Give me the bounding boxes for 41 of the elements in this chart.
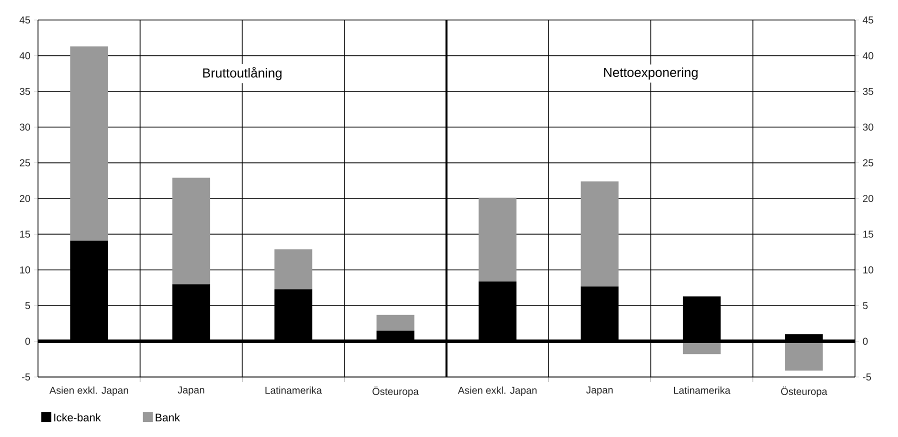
annotation: Nettoexponering [604, 67, 698, 80]
y-tick-label: 20 [20, 194, 30, 202]
y-tick-label: 35 [862, 88, 874, 95]
y-tick-label: 10 [863, 266, 874, 274]
y-tick-label: 40 [862, 52, 874, 60]
x-tick-label: Östeuropa [781, 386, 828, 397]
x-tick-label: Japan [178, 386, 204, 396]
y-tick-label: 25 [20, 159, 30, 166]
x-tick-label: Japan [586, 386, 613, 396]
legend-label: Icke-bank [54, 413, 101, 422]
y-tick-label: 0 [862, 338, 868, 345]
x-tick-label: Asien exkl. Japan [458, 386, 537, 396]
y-tick-label: -5 [862, 374, 872, 380]
y-tick-label: 30 [862, 124, 874, 131]
y-tick-label: 10 [20, 266, 30, 274]
bar [785, 341, 823, 371]
bar [274, 249, 312, 290]
x-tick-label: Östeuropa [372, 386, 419, 397]
y-tick-label: 5 [25, 302, 30, 310]
y-tick-label: -5 [22, 374, 30, 380]
y-tick-label: 35 [20, 88, 30, 95]
y-tick-label: 45 [20, 16, 30, 24]
bar [580, 181, 619, 286]
y-tick-label: 45 [862, 16, 874, 24]
bar [70, 46, 108, 241]
y-tick-label: 15 [863, 230, 874, 238]
y-tick-label: 25 [863, 159, 874, 166]
y-tick-label: 30 [20, 124, 30, 131]
y-tick-label: 40 [20, 52, 30, 60]
x-tick-label: Latinamerika [266, 386, 322, 394]
y-tick-label: 5 [862, 302, 868, 310]
x-tick-label: Asien exkl. Japan [49, 386, 128, 396]
y-tick-label: 20 [863, 194, 874, 202]
bar [478, 198, 516, 282]
annotation: Bruttoutlåning [203, 66, 282, 80]
bar [172, 178, 210, 284]
y-tick-label: 0 [25, 338, 30, 345]
bar [376, 314, 414, 331]
legend-label: Bank [156, 413, 180, 422]
x-tick-label: Latinamerika [674, 386, 730, 394]
y-tick-label: 15 [20, 230, 30, 238]
